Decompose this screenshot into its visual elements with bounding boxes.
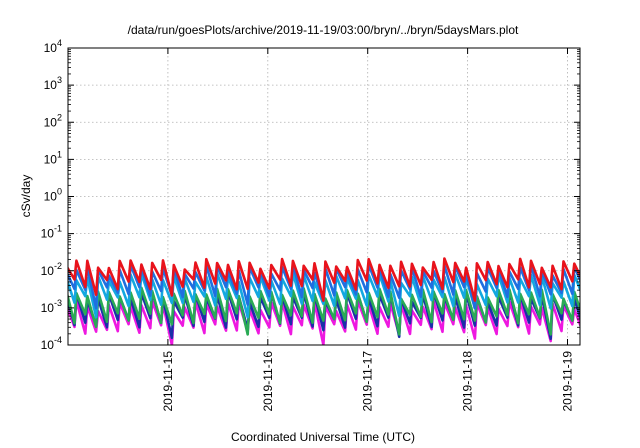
y-tick-label: 102 [44, 112, 62, 129]
x-axis: 2019-11-15 2019-11-16 2019-11-17 2019-11-18… [161, 48, 575, 412]
y-tick-exponent: -2 [54, 261, 62, 271]
y-tick-exponent: 2 [57, 112, 62, 122]
y-tick-base: 10 [44, 190, 58, 204]
y-tick-base: 10 [41, 338, 55, 352]
y-tick-label: 103 [44, 75, 62, 92]
y-tick-exponent: -4 [54, 335, 62, 345]
series-line-4 [68, 286, 580, 336]
y-tick-base: 10 [44, 41, 58, 55]
y-tick-exponent: -1 [54, 224, 62, 234]
y-tick-exponent: 3 [57, 75, 62, 85]
chart-title: /data/run/goesPlots/archive/2019-11-19/0… [128, 23, 519, 37]
y-tick-base: 10 [41, 301, 55, 315]
series-layer [68, 257, 580, 345]
y-tick-label: 104 [44, 38, 62, 55]
y-tick-base: 10 [44, 115, 58, 129]
y-axis-label: cSv/day [19, 175, 33, 218]
series-line-1 [68, 257, 580, 302]
y-tick-label: 10-4 [41, 335, 62, 352]
x-tick-label: 2019-11-15 [161, 351, 175, 412]
x-tick-label: 2019-11-18 [461, 351, 475, 412]
y-tick-base: 10 [41, 227, 55, 241]
x-tick-label: 2019-11-19 [561, 351, 575, 412]
y-tick-label: 10-2 [41, 261, 62, 278]
x-tick-label: 2019-11-17 [361, 351, 375, 412]
y-tick-label: 10-3 [41, 298, 62, 315]
y-tick-exponent: -3 [54, 298, 62, 308]
y-tick-exponent: 0 [57, 187, 62, 197]
y-tick-label: 100 [44, 187, 62, 204]
x-axis-label: Coordinated Universal Time (UTC) [231, 430, 415, 444]
x-tick-label: 2019-11-16 [261, 351, 275, 412]
y-tick-exponent: 1 [57, 149, 62, 159]
y-tick-exponent: 4 [57, 38, 62, 48]
y-tick-base: 10 [41, 264, 55, 278]
y-tick-label: 101 [44, 149, 62, 166]
y-tick-base: 10 [44, 78, 58, 92]
y-tick-label: 10-1 [41, 224, 62, 241]
y-tick-base: 10 [44, 152, 58, 166]
